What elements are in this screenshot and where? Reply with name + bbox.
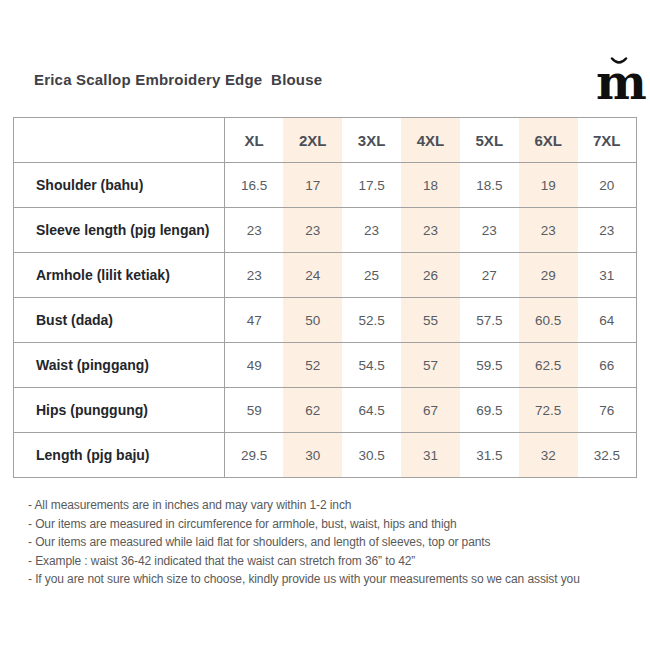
measurement-value: 57.5 (460, 298, 519, 343)
note-line: - Example : waist 36-42 indicated that t… (28, 552, 580, 571)
size-chart-page: Erica Scallop Embroidery Edge Blouse m X… (0, 0, 650, 650)
measurement-value: 66 (578, 343, 637, 388)
measurement-value: 62.5 (519, 343, 578, 388)
measurement-label: Shoulder (bahu) (14, 163, 225, 208)
note-line: - All measurements are in inches and may… (28, 496, 580, 515)
measurement-label: Armhole (lilit ketiak) (14, 253, 225, 298)
measurement-value: 47 (225, 298, 284, 343)
table-row: Armhole (lilit ketiak)23242526272931 (14, 253, 637, 298)
note-line: - If you are not sure which size to choo… (28, 570, 580, 589)
measurement-value: 31 (401, 433, 460, 478)
product-title: Erica Scallop Embroidery Edge Blouse (34, 71, 322, 88)
measurement-value: 24 (283, 253, 342, 298)
measurement-value: 23 (225, 208, 284, 253)
measurement-value: 23 (283, 208, 342, 253)
size-header-row: XL2XL3XL4XL5XL6XL7XL (14, 118, 637, 163)
measurement-value: 31.5 (460, 433, 519, 478)
logo-letter: m (596, 58, 642, 106)
table-row: Shoulder (bahu)16.51717.51818.51920 (14, 163, 637, 208)
measurement-value: 69.5 (460, 388, 519, 433)
measurement-value: 19 (519, 163, 578, 208)
measurement-value: 76 (578, 388, 637, 433)
measurement-value: 54.5 (342, 343, 401, 388)
table-row: Waist (pinggang)495254.55759.562.566 (14, 343, 637, 388)
measurement-value: 29.5 (225, 433, 284, 478)
measurement-value: 23 (401, 208, 460, 253)
measurement-value: 55 (401, 298, 460, 343)
measurement-value: 17.5 (342, 163, 401, 208)
measurement-value: 30.5 (342, 433, 401, 478)
measurement-value: 25 (342, 253, 401, 298)
measurement-label: Waist (pinggang) (14, 343, 225, 388)
measurement-value: 60.5 (519, 298, 578, 343)
size-table-corner-cell (14, 118, 225, 163)
measurement-value: 64.5 (342, 388, 401, 433)
measurement-label: Hips (punggung) (14, 388, 225, 433)
measurement-value: 59 (225, 388, 284, 433)
size-column-header: XL (225, 118, 284, 163)
table-row: Length (pjg baju)29.53030.53131.53232.5 (14, 433, 637, 478)
measurement-value: 49 (225, 343, 284, 388)
note-line: - Our items are measured while laid flat… (28, 533, 580, 552)
measurement-value: 57 (401, 343, 460, 388)
measurement-value: 23 (519, 208, 578, 253)
measurement-value: 18.5 (460, 163, 519, 208)
measurement-label: Sleeve length (pjg lengan) (14, 208, 225, 253)
measurement-value: 50 (283, 298, 342, 343)
measurement-value: 31 (578, 253, 637, 298)
measurement-value: 62 (283, 388, 342, 433)
size-column-header: 6XL (519, 118, 578, 163)
measurement-value: 52 (283, 343, 342, 388)
measurement-notes: - All measurements are in inches and may… (28, 496, 580, 589)
measurement-value: 23 (342, 208, 401, 253)
size-column-header: 5XL (460, 118, 519, 163)
measurement-value: 30 (283, 433, 342, 478)
measurement-value: 23 (225, 253, 284, 298)
measurement-value: 52.5 (342, 298, 401, 343)
size-column-header: 3XL (342, 118, 401, 163)
size-column-header: 2XL (283, 118, 342, 163)
measurement-value: 72.5 (519, 388, 578, 433)
note-line: - Our items are measured in circumferenc… (28, 515, 580, 534)
measurement-label: Bust (dada) (14, 298, 225, 343)
measurement-value: 32 (519, 433, 578, 478)
size-column-header: 4XL (401, 118, 460, 163)
measurement-value: 17 (283, 163, 342, 208)
measurement-value: 26 (401, 253, 460, 298)
measurement-value: 27 (460, 253, 519, 298)
measurement-label: Length (pjg baju) (14, 433, 225, 478)
size-table: XL2XL3XL4XL5XL6XL7XL Shoulder (bahu)16.5… (13, 117, 637, 478)
brand-logo: m (596, 57, 642, 106)
table-row: Sleeve length (pjg lengan)23232323232323 (14, 208, 637, 253)
measurement-value: 23 (578, 208, 637, 253)
table-row: Bust (dada)475052.55557.560.564 (14, 298, 637, 343)
size-table-body: Shoulder (bahu)16.51717.51818.51920Sleev… (14, 163, 637, 478)
measurement-value: 32.5 (578, 433, 637, 478)
size-column-header: 7XL (578, 118, 637, 163)
measurement-value: 23 (460, 208, 519, 253)
measurement-value: 20 (578, 163, 637, 208)
measurement-value: 29 (519, 253, 578, 298)
measurement-value: 18 (401, 163, 460, 208)
measurement-value: 16.5 (225, 163, 284, 208)
measurement-value: 67 (401, 388, 460, 433)
table-row: Hips (punggung)596264.56769.572.576 (14, 388, 637, 433)
measurement-value: 64 (578, 298, 637, 343)
measurement-value: 59.5 (460, 343, 519, 388)
